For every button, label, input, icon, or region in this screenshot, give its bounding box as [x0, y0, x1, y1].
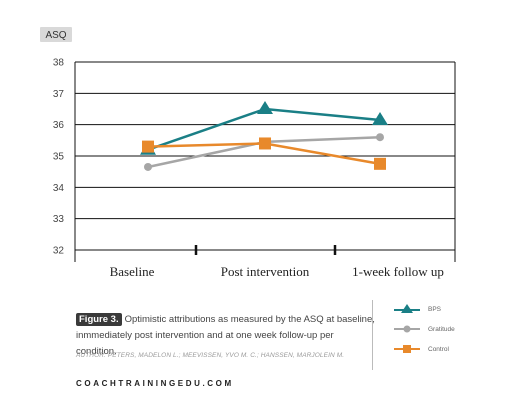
legend-item-control: Control: [394, 342, 449, 356]
marker-control: [374, 157, 386, 170]
legend-label-control: Control: [428, 345, 449, 353]
marker-control: [142, 140, 154, 153]
x-tick-label: Baseline: [110, 264, 155, 279]
marker-control: [259, 137, 271, 150]
figure-tag: Figure 3.: [76, 313, 122, 326]
y-tick-labels: 32 33 34 35 36 37 38: [53, 58, 65, 257]
legend-item-bps: BPS: [394, 302, 441, 316]
y-axis-label-bg: [40, 27, 72, 42]
legend-circle-icon: [394, 325, 420, 333]
marker-gratitude: [376, 133, 384, 142]
marker-bps: [257, 101, 273, 114]
legend-item-gratitude: Gratitude: [394, 322, 455, 336]
gridlines: [74, 61, 456, 262]
y-tick-label: 38: [53, 58, 65, 69]
legend-separator: [372, 300, 373, 370]
marker-bps: [372, 111, 388, 125]
y-tick-label: 37: [53, 89, 65, 100]
legend-label-gratitude: Gratitude: [428, 325, 455, 333]
line-chart: ASQ 32 33 34 35 36 37 38 Baseline Post interven…: [40, 27, 456, 279]
figure-caption: Figure 3. Optimistic attributions as meas…: [76, 312, 376, 360]
y-tick-label: 34: [53, 183, 65, 194]
legend-square-icon: [394, 345, 420, 353]
legend-triangle-icon: [394, 304, 420, 313]
x-tick-label: Post intervention: [221, 264, 310, 279]
y-axis-label-text: ASQ: [45, 30, 66, 41]
y-tick-label: 33: [53, 214, 65, 225]
x-tick-label: 1-week follow up: [352, 264, 444, 279]
y-axis-label: ASQ: [40, 27, 72, 42]
x-axis: Baseline Post intervention 1-week follow u…: [110, 245, 444, 279]
y-tick-label: 36: [53, 120, 65, 131]
series-lines: [140, 101, 388, 171]
author-line: AUTHOR: PETERS, MADELON L.; MEEVISSEN, Y…: [76, 352, 345, 359]
caption-text: Optimistic attributions as measured by t…: [76, 314, 375, 357]
y-tick-label: 35: [53, 152, 65, 163]
legend-label-bps: BPS: [428, 305, 442, 313]
marker-gratitude: [144, 162, 152, 171]
y-tick-label: 32: [53, 246, 65, 257]
site-url: COACHTRAININGEDU.COM: [76, 379, 234, 388]
